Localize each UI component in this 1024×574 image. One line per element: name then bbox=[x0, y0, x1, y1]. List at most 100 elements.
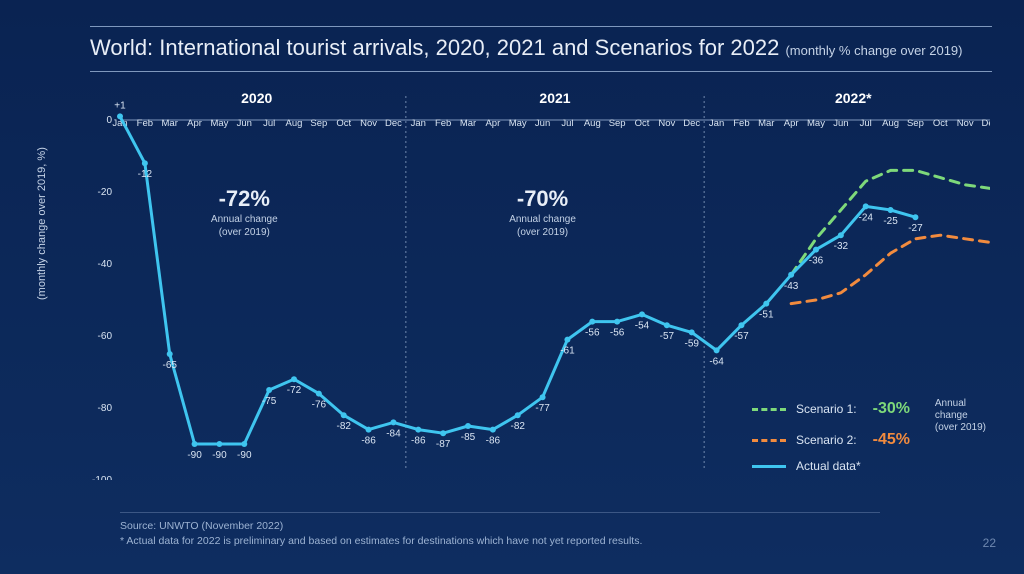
legend-rhs: Annual change (over 2019) bbox=[935, 398, 986, 434]
svg-text:-12: -12 bbox=[138, 169, 153, 180]
legend-pct-scenario2: -45% bbox=[873, 425, 910, 455]
svg-text:-60: -60 bbox=[98, 331, 113, 342]
year-header-2022: 2022* bbox=[823, 90, 883, 106]
legend-label-scenario2: Scenario 2: bbox=[796, 429, 857, 452]
svg-text:-36: -36 bbox=[809, 256, 824, 267]
svg-text:-32: -32 bbox=[834, 241, 849, 252]
svg-text:-75: -75 bbox=[262, 396, 277, 407]
svg-text:Dec: Dec bbox=[982, 118, 990, 129]
svg-text:-84: -84 bbox=[386, 428, 401, 439]
legend-swatch-scenario2 bbox=[752, 439, 786, 442]
svg-text:Oct: Oct bbox=[933, 118, 948, 129]
page-number: 22 bbox=[983, 536, 996, 550]
annual-change-2021: -70% Annual change (over 2019) bbox=[493, 185, 593, 240]
svg-text:-51: -51 bbox=[759, 310, 774, 321]
svg-text:Jun: Jun bbox=[833, 118, 848, 129]
svg-text:-25: -25 bbox=[883, 216, 898, 227]
svg-text:-27: -27 bbox=[908, 223, 923, 234]
svg-text:-40: -40 bbox=[98, 259, 113, 270]
svg-text:-20: -20 bbox=[98, 187, 113, 198]
svg-text:Jun: Jun bbox=[535, 118, 550, 129]
svg-text:Jun: Jun bbox=[237, 118, 252, 129]
legend: Scenario 1: -30% Annual change (over 201… bbox=[752, 394, 980, 478]
annual-pct: -70% bbox=[493, 185, 593, 214]
annual-pct: -72% bbox=[194, 185, 294, 214]
legend-swatch-actual bbox=[752, 465, 786, 468]
svg-text:-80: -80 bbox=[98, 403, 113, 414]
svg-text:-57: -57 bbox=[660, 331, 675, 342]
svg-text:-59: -59 bbox=[684, 338, 699, 349]
svg-text:Apr: Apr bbox=[485, 118, 500, 129]
annual-txt1: Annual change bbox=[211, 214, 278, 225]
svg-text:-43: -43 bbox=[784, 281, 799, 292]
svg-text:Jul: Jul bbox=[860, 118, 872, 129]
year-header-2021: 2021 bbox=[525, 90, 585, 106]
legend-label-actual: Actual data* bbox=[796, 455, 861, 478]
svg-text:Jan: Jan bbox=[709, 118, 724, 129]
svg-text:Feb: Feb bbox=[435, 118, 451, 129]
svg-text:-86: -86 bbox=[411, 436, 426, 447]
year-header-2020: 2020 bbox=[227, 90, 287, 106]
svg-text:Aug: Aug bbox=[882, 118, 899, 129]
svg-text:Oct: Oct bbox=[635, 118, 650, 129]
svg-text:May: May bbox=[807, 118, 825, 129]
svg-text:Mar: Mar bbox=[162, 118, 178, 129]
svg-text:Mar: Mar bbox=[460, 118, 476, 129]
svg-text:Feb: Feb bbox=[733, 118, 749, 129]
annual-txt2: (over 2019) bbox=[517, 227, 568, 238]
svg-text:Aug: Aug bbox=[584, 118, 601, 129]
svg-text:-61: -61 bbox=[560, 346, 575, 357]
svg-text:-87: -87 bbox=[436, 439, 451, 450]
svg-text:-85: -85 bbox=[461, 432, 476, 443]
svg-text:-72: -72 bbox=[287, 385, 302, 396]
svg-text:Nov: Nov bbox=[957, 118, 974, 129]
legend-pct-scenario1: -30% bbox=[873, 394, 910, 424]
svg-text:+1: +1 bbox=[114, 100, 126, 111]
svg-text:May: May bbox=[210, 118, 228, 129]
svg-text:-90: -90 bbox=[187, 450, 202, 461]
legend-row-scenario1: Scenario 1: -30% Annual change (over 201… bbox=[752, 394, 910, 424]
legend-swatch-scenario1 bbox=[752, 408, 786, 411]
chart-title: World: International tourist arrivals, 2… bbox=[90, 26, 992, 72]
footnote-line1: Source: UNWTO (November 2022) bbox=[120, 520, 283, 532]
svg-text:Nov: Nov bbox=[360, 118, 377, 129]
annual-txt1: Annual change bbox=[509, 214, 576, 225]
svg-text:Sep: Sep bbox=[907, 118, 924, 129]
title-sub: (monthly % change over 2019) bbox=[785, 43, 962, 58]
svg-text:Sep: Sep bbox=[609, 118, 626, 129]
svg-text:-82: -82 bbox=[336, 421, 351, 432]
svg-text:May: May bbox=[509, 118, 527, 129]
svg-text:-76: -76 bbox=[312, 400, 327, 411]
svg-text:-100: -100 bbox=[92, 475, 112, 480]
svg-text:Apr: Apr bbox=[187, 118, 202, 129]
svg-text:-56: -56 bbox=[585, 328, 600, 339]
annual-txt2: (over 2019) bbox=[219, 227, 270, 238]
legend-row-scenario2: Scenario 2: -45% bbox=[752, 425, 910, 455]
svg-text:Sep: Sep bbox=[310, 118, 327, 129]
svg-text:-77: -77 bbox=[535, 403, 550, 414]
svg-text:-57: -57 bbox=[734, 331, 749, 342]
svg-text:Apr: Apr bbox=[784, 118, 799, 129]
svg-text:Aug: Aug bbox=[286, 118, 303, 129]
svg-text:Dec: Dec bbox=[683, 118, 700, 129]
svg-text:-54: -54 bbox=[635, 320, 650, 331]
svg-text:Dec: Dec bbox=[385, 118, 402, 129]
legend-row-actual: Actual data* bbox=[752, 455, 910, 478]
svg-text:-56: -56 bbox=[610, 328, 625, 339]
y-axis-label: (monthly change over 2019, %) bbox=[36, 147, 48, 300]
slide: World: International tourist arrivals, 2… bbox=[0, 0, 1024, 574]
legend-label-scenario1: Scenario 1: bbox=[796, 398, 857, 421]
title-main: World: International tourist arrivals, 2… bbox=[90, 35, 779, 60]
svg-text:-86: -86 bbox=[361, 436, 376, 447]
footnote: Source: UNWTO (November 2022) * Actual d… bbox=[120, 512, 880, 551]
annual-change-2020: -72% Annual change (over 2019) bbox=[194, 185, 294, 240]
svg-text:-82: -82 bbox=[510, 421, 525, 432]
footnote-line2: * Actual data for 2022 is preliminary an… bbox=[120, 535, 642, 547]
svg-text:Jul: Jul bbox=[263, 118, 275, 129]
svg-text:Jan: Jan bbox=[411, 118, 426, 129]
svg-text:Jul: Jul bbox=[561, 118, 573, 129]
svg-text:Nov: Nov bbox=[658, 118, 675, 129]
svg-text:-24: -24 bbox=[858, 212, 873, 223]
svg-text:-90: -90 bbox=[237, 450, 252, 461]
svg-text:Feb: Feb bbox=[137, 118, 153, 129]
